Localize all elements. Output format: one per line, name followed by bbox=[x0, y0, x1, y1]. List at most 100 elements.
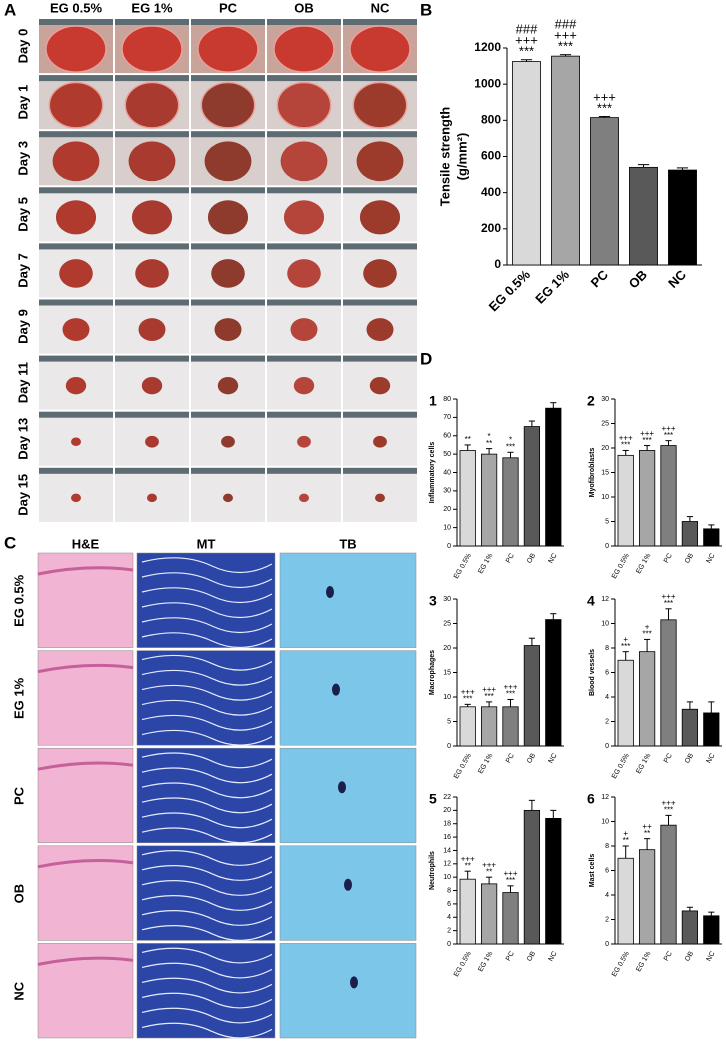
tissue-edge bbox=[37, 956, 134, 966]
x-tick-label: NC bbox=[548, 950, 559, 962]
significance-mark: *** bbox=[558, 38, 573, 53]
significance-mark: *** bbox=[664, 599, 673, 608]
y-tick-label: 0 bbox=[605, 743, 609, 750]
photo-ruler bbox=[343, 355, 417, 362]
y-tick-label: 18 bbox=[443, 821, 451, 828]
bar bbox=[551, 55, 580, 266]
x-tick-label: OB bbox=[526, 752, 537, 765]
y-tick-label: 800 bbox=[481, 113, 501, 127]
fibre bbox=[141, 699, 273, 716]
y-tick-label: 0 bbox=[605, 941, 609, 948]
panel-label: D bbox=[420, 349, 432, 368]
wound bbox=[55, 200, 97, 235]
row-label: Day 5 bbox=[15, 197, 30, 232]
photo-ruler bbox=[191, 355, 265, 362]
bar bbox=[502, 706, 519, 747]
fibre bbox=[141, 1007, 273, 1024]
significance-mark: *** bbox=[621, 441, 630, 450]
wound bbox=[273, 25, 335, 73]
fibre bbox=[141, 654, 273, 671]
wound bbox=[131, 200, 173, 235]
x-tick-label: PC bbox=[663, 950, 674, 962]
y-axis-label: Tensile strength bbox=[437, 107, 452, 207]
photo-ruler bbox=[267, 19, 341, 25]
x-tick-label: EG 0.5% bbox=[611, 752, 631, 780]
column-header: EG 0.5% bbox=[50, 0, 102, 15]
photo-ruler bbox=[115, 19, 189, 25]
row-label: Day 7 bbox=[15, 253, 30, 288]
bar bbox=[660, 824, 677, 945]
y-tick-label: 70 bbox=[443, 414, 451, 421]
x-tick-label: OB bbox=[684, 552, 695, 565]
y-axis-unit: (g/mm²) bbox=[454, 133, 469, 181]
y-tick-label: 4 bbox=[605, 694, 609, 701]
y-tick-label: 5 bbox=[447, 718, 451, 725]
significance-mark: +++ bbox=[482, 685, 496, 694]
photo-ruler bbox=[191, 187, 265, 194]
wound bbox=[128, 141, 176, 182]
y-axis-label: Mast cells bbox=[589, 854, 596, 888]
y-tick-label: 1200 bbox=[474, 40, 501, 54]
photo-ruler bbox=[343, 243, 417, 250]
photo-ruler bbox=[191, 131, 265, 138]
x-tick-label: NC bbox=[706, 752, 717, 764]
wound bbox=[352, 81, 408, 129]
fibre bbox=[141, 714, 273, 731]
column-header: TB bbox=[339, 536, 356, 551]
fibre bbox=[141, 632, 273, 649]
fibre bbox=[141, 557, 273, 574]
x-tick-label: NC bbox=[548, 752, 559, 764]
photo-ruler bbox=[115, 75, 189, 82]
fibre bbox=[141, 850, 273, 866]
wound bbox=[71, 493, 81, 503]
x-tick-label: EG 1% bbox=[635, 552, 652, 575]
photo-ruler bbox=[191, 467, 265, 474]
wound bbox=[293, 376, 315, 395]
row-label: OB bbox=[11, 884, 26, 904]
y-tick-label: 20 bbox=[443, 807, 451, 814]
bar bbox=[617, 857, 634, 945]
wound bbox=[45, 25, 107, 73]
wound bbox=[349, 25, 411, 73]
photo-ruler bbox=[267, 187, 341, 194]
photo-ruler bbox=[191, 75, 265, 82]
photo-ruler bbox=[267, 75, 341, 82]
y-tick-label: 12 bbox=[601, 794, 609, 801]
row-label: EG 1% bbox=[11, 677, 26, 719]
row-label: Day 0 bbox=[15, 29, 30, 64]
x-tick-label: EG 0.5% bbox=[453, 552, 473, 580]
photo-ruler bbox=[267, 355, 341, 362]
x-tick-label: EG 1% bbox=[635, 950, 652, 973]
wound bbox=[223, 493, 233, 503]
bar bbox=[617, 454, 634, 547]
photo-ruler bbox=[115, 243, 189, 250]
column-header: EG 1% bbox=[131, 0, 173, 15]
photo-ruler bbox=[115, 467, 189, 474]
y-tick-label: 4 bbox=[605, 892, 609, 899]
row-label: Day 13 bbox=[15, 418, 30, 460]
bar bbox=[545, 407, 562, 547]
row-label: Day 1 bbox=[15, 85, 30, 120]
bar bbox=[590, 117, 619, 266]
fibre bbox=[141, 880, 273, 896]
x-tick-label: OB bbox=[684, 752, 695, 765]
x-tick-label: NC bbox=[548, 552, 559, 564]
y-tick-label: 10 bbox=[443, 524, 451, 531]
wound bbox=[197, 25, 259, 73]
y-tick-label: 12 bbox=[443, 861, 451, 868]
wound bbox=[147, 493, 157, 503]
fibre bbox=[141, 1022, 273, 1039]
photo-ruler bbox=[343, 187, 417, 194]
fibre bbox=[141, 925, 273, 941]
significance-mark: *** bbox=[597, 100, 612, 115]
photo-ruler bbox=[343, 411, 417, 418]
y-tick-label: 8 bbox=[447, 887, 451, 894]
bar bbox=[703, 915, 720, 945]
x-tick-label: NC bbox=[665, 267, 689, 291]
bar bbox=[681, 708, 699, 747]
bar bbox=[660, 619, 677, 747]
wound bbox=[297, 435, 311, 448]
wound bbox=[71, 437, 81, 446]
column-header: NC bbox=[371, 0, 390, 15]
significance-mark: +++ bbox=[482, 860, 496, 869]
